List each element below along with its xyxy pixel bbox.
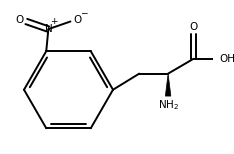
Text: N: N: [44, 24, 52, 34]
Text: O: O: [73, 15, 82, 25]
Text: +: +: [50, 17, 57, 26]
Polygon shape: [165, 74, 171, 96]
Text: −: −: [80, 8, 88, 18]
Text: NH$_2$: NH$_2$: [157, 99, 179, 112]
Text: O: O: [189, 22, 198, 32]
Text: OH: OH: [219, 54, 234, 64]
Text: O: O: [15, 15, 24, 25]
